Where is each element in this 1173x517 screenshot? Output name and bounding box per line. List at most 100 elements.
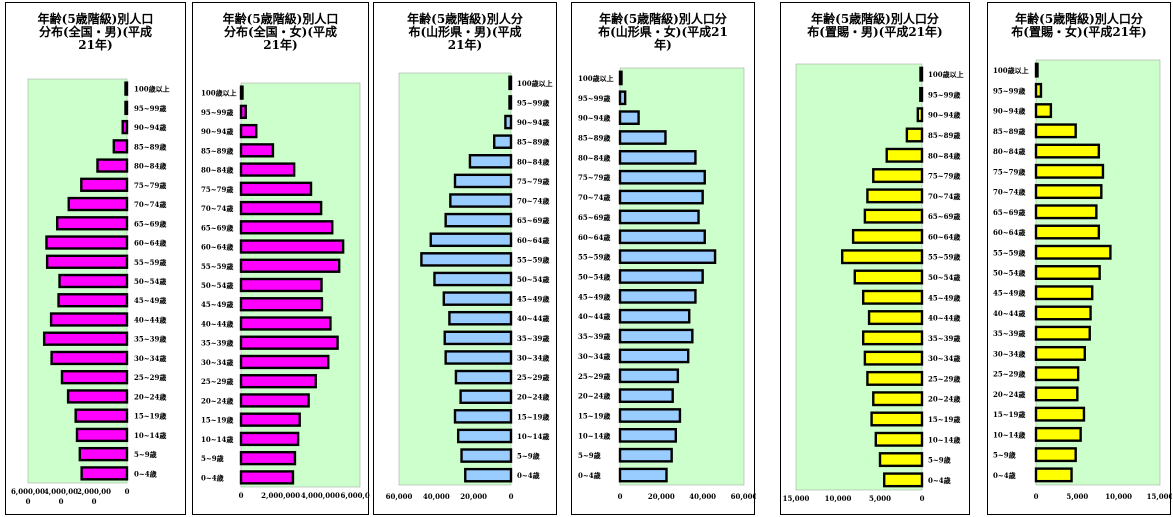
- bar: [1034, 143, 1101, 159]
- category-label: 90~94歳: [578, 114, 610, 123]
- category-label: 95~99歳: [517, 98, 549, 107]
- bar: [618, 269, 704, 284]
- category-label: 50~54歳: [578, 273, 610, 282]
- chart-title-line: 布(置賜・女)(平成21年): [1011, 25, 1147, 39]
- tick-label: 40,000: [689, 492, 716, 501]
- tick-label: 4,000,000: [301, 491, 340, 500]
- bar: [618, 249, 717, 264]
- chart-title-line: 分布(全国・女)(平成: [223, 25, 338, 39]
- category-label: 95~99歳: [201, 108, 233, 117]
- category-label: 90~94歳: [201, 127, 233, 136]
- category-label: 35~39歳: [517, 334, 549, 343]
- bar: [492, 134, 513, 149]
- category-label: 25~29歳: [517, 373, 549, 382]
- bar: [80, 466, 129, 481]
- chart-title: 年齢(5歳階級)別人口 分布(全国・男)(平成 21年): [6, 13, 185, 52]
- category-label: 15~19歳: [134, 412, 166, 421]
- category-label: 5~9歳: [928, 456, 951, 465]
- category-label: 65~69歳: [578, 213, 610, 222]
- bar: [1034, 224, 1101, 240]
- category-label: 65~69歳: [928, 212, 960, 221]
- bar: [618, 467, 668, 483]
- tick-label: 10,000: [1105, 492, 1132, 501]
- bar: [239, 200, 323, 216]
- category-label: 75~79歳: [578, 173, 610, 182]
- bar: [618, 328, 694, 344]
- bar: [618, 169, 706, 185]
- bar: [885, 147, 924, 163]
- category-label: 55~59歳: [134, 258, 166, 267]
- category-label: 45~49歳: [134, 296, 166, 305]
- category-label: 10~14歳: [578, 431, 610, 440]
- bar: [239, 470, 295, 485]
- bar: [443, 330, 513, 346]
- bar: [239, 335, 339, 350]
- category-label: 20~24歳: [578, 392, 610, 401]
- category-label: 70~74歳: [517, 197, 549, 206]
- category-label: 100歳以上: [928, 70, 964, 79]
- bar: [919, 66, 924, 82]
- bar: [45, 254, 129, 269]
- tick-label: 0: [618, 492, 623, 501]
- bar: [508, 75, 513, 91]
- category-label: 5~9歳: [993, 451, 1016, 460]
- category-label: 70~74歳: [578, 193, 610, 202]
- bar: [60, 370, 129, 385]
- bar: [78, 446, 129, 462]
- category-label: 40~44歳: [993, 309, 1025, 318]
- chart-svg: 0~4歳 5~9歳 10~14歳 15~19歳 20~24歳 25~29歳 30~34歳 35…: [783, 63, 964, 503]
- bar: [239, 297, 324, 312]
- tick-label: 2,000,00: [77, 487, 111, 496]
- tick-label: 20,000: [648, 492, 675, 501]
- bar: [121, 119, 129, 135]
- category-label: 25~29歳: [134, 373, 166, 382]
- bar: [239, 277, 323, 293]
- chart-svg: 0~4歳 5~9歳 10~14歳 15~19歳 20~24歳 25~29歳 30~34歳 35…: [993, 59, 1172, 501]
- category-label: 40~44歳: [201, 319, 233, 328]
- tick-label: 6,000,00: [11, 487, 45, 496]
- bar: [1034, 447, 1077, 463]
- bar: [1034, 386, 1079, 402]
- bar: [448, 310, 513, 326]
- bar: [905, 127, 924, 143]
- category-label: 95~99歳: [993, 86, 1025, 95]
- category-label: 0~4歳: [134, 469, 157, 478]
- chart-title-line: 年齢(5歳階級)別人口分: [1015, 12, 1143, 26]
- category-label: 65~69歳: [134, 219, 166, 228]
- tick-label: 20,000: [460, 492, 487, 501]
- bar: [882, 472, 924, 488]
- tick-label: 10,000: [825, 494, 852, 503]
- bar: [239, 162, 296, 177]
- category-label: 50~54歳: [201, 281, 233, 290]
- category-label: 90~94歳: [993, 107, 1025, 116]
- tick-label: 0: [92, 497, 97, 506]
- category-label: 50~54歳: [993, 269, 1025, 278]
- bar: [239, 354, 330, 370]
- chart-title: 年齢(5歳階級)別人口 分布(全国・女)(平成 21年): [193, 13, 368, 52]
- chart-panel-yamagata-male: 年齢(5歳階級)別人分 布(山形県・男)(平成 21年) 0~4歳 5~9歳 10~…: [373, 2, 557, 515]
- chart-title-line: 21年): [78, 38, 113, 52]
- chart-title-line: 年齢(5歳階級)別人口分: [599, 12, 727, 26]
- tick-label: 2,000,000: [261, 491, 300, 500]
- bar: [618, 70, 623, 86]
- category-label: 100歳以上: [201, 89, 237, 98]
- category-label: 30~34歳: [993, 349, 1025, 358]
- chart-panel-japan-male: 年齢(5歳階級)別人口 分布(全国・男)(平成 21年) 0~4歳 5~9歳 10~…: [5, 2, 186, 515]
- bar: [66, 389, 129, 404]
- category-label: 35~39歳: [578, 332, 610, 341]
- category-label: 90~94歳: [928, 111, 960, 120]
- tick-label: 15,000: [783, 494, 810, 503]
- bar: [1034, 426, 1082, 442]
- bar: [444, 212, 513, 228]
- bar: [433, 271, 513, 287]
- category-label: 45~49歳: [993, 289, 1025, 298]
- bar: [863, 208, 924, 224]
- bar: [124, 81, 129, 96]
- chart-title: 年齢(5歳階級)別人分 布(山形県・男)(平成 21年): [374, 13, 556, 52]
- bar: [618, 150, 697, 165]
- chart-title: 年齢(5歳階級)別人口分 布(置賜・男)(平成21年): [781, 13, 969, 39]
- category-label: 55~59歳: [993, 248, 1025, 257]
- category-label: 50~54歳: [134, 277, 166, 286]
- bar: [874, 431, 924, 447]
- bar: [460, 448, 513, 463]
